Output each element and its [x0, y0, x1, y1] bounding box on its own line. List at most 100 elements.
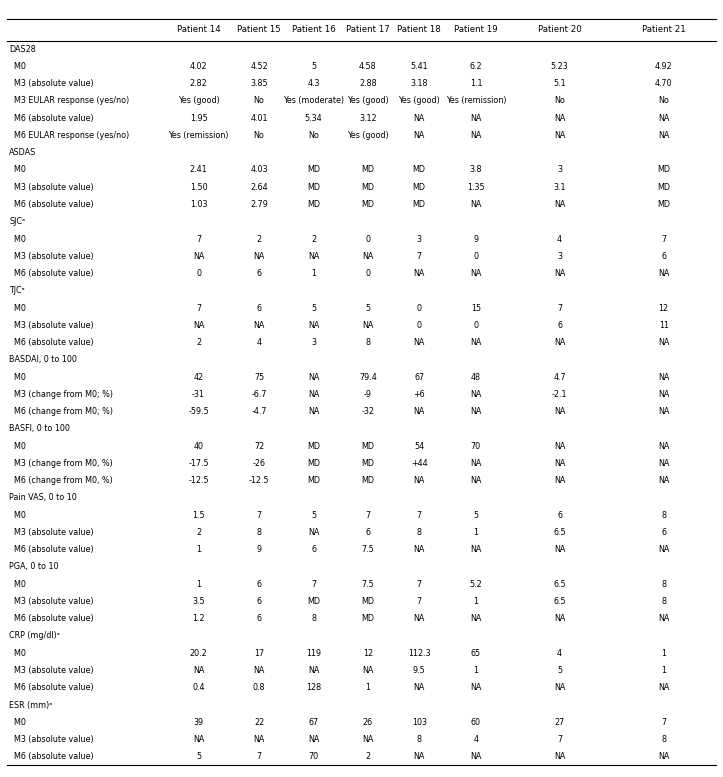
Text: 128: 128 [306, 683, 321, 692]
Text: 5.34: 5.34 [305, 113, 322, 123]
Text: Yes (good): Yes (good) [398, 96, 440, 106]
Text: M6 (absolute value): M6 (absolute value) [9, 113, 94, 123]
Text: MD: MD [413, 200, 426, 209]
Text: NA: NA [414, 131, 425, 140]
Text: M3 (absolute value): M3 (absolute value) [9, 666, 94, 675]
Text: +6: +6 [414, 390, 425, 399]
Text: 4: 4 [257, 338, 262, 347]
Text: 1: 1 [196, 580, 201, 589]
Text: 60: 60 [471, 718, 481, 726]
Text: 54: 54 [414, 441, 424, 451]
Text: 7: 7 [311, 580, 316, 589]
Text: NA: NA [254, 666, 265, 675]
Text: M6 (absolute value): M6 (absolute value) [9, 269, 94, 278]
Text: 3.1: 3.1 [553, 183, 566, 192]
Text: M3 (absolute value): M3 (absolute value) [9, 597, 94, 606]
Text: 9: 9 [257, 545, 262, 554]
Text: -12.5: -12.5 [249, 476, 270, 485]
Text: 7: 7 [196, 235, 201, 243]
Text: MD: MD [362, 459, 375, 468]
Text: MD: MD [657, 183, 670, 192]
Text: M0: M0 [9, 235, 26, 243]
Text: NA: NA [658, 476, 669, 485]
Text: 7: 7 [661, 718, 667, 726]
Text: 8: 8 [662, 597, 666, 606]
Text: -26: -26 [252, 459, 265, 468]
Text: No: No [254, 131, 265, 140]
Text: 6.5: 6.5 [553, 528, 566, 537]
Text: NA: NA [658, 131, 669, 140]
Text: NA: NA [308, 735, 320, 744]
Text: MD: MD [307, 476, 320, 485]
Text: 1.2: 1.2 [192, 614, 205, 623]
Text: 103: 103 [411, 718, 427, 726]
Text: 6.5: 6.5 [553, 597, 566, 606]
Text: NA: NA [658, 545, 669, 554]
Text: 22: 22 [254, 718, 264, 726]
Text: NA: NA [308, 407, 320, 416]
Text: 3: 3 [557, 166, 562, 175]
Text: NA: NA [658, 459, 669, 468]
Text: 26: 26 [363, 718, 373, 726]
Text: 5.41: 5.41 [411, 62, 428, 71]
Text: 1: 1 [662, 649, 666, 658]
Text: 7.5: 7.5 [362, 580, 375, 589]
Text: 5: 5 [311, 304, 316, 312]
Text: NA: NA [193, 666, 204, 675]
Text: 1.03: 1.03 [189, 200, 208, 209]
Text: 2.64: 2.64 [250, 183, 268, 192]
Text: -9: -9 [364, 390, 372, 399]
Text: 6: 6 [257, 614, 262, 623]
Text: NA: NA [658, 113, 669, 123]
Text: -6.7: -6.7 [252, 390, 267, 399]
Text: 4.92: 4.92 [655, 62, 672, 71]
Text: NA: NA [362, 321, 374, 329]
Text: NA: NA [470, 200, 482, 209]
Text: -31: -31 [192, 390, 205, 399]
Text: M3 (change from M0, %): M3 (change from M0, %) [9, 459, 113, 468]
Text: 6: 6 [311, 545, 316, 554]
Text: M0: M0 [9, 62, 26, 71]
Text: M0: M0 [9, 166, 26, 175]
Text: 0: 0 [416, 304, 422, 312]
Text: 4.02: 4.02 [189, 62, 208, 71]
Text: NA: NA [362, 666, 374, 675]
Text: M3 EULAR response (yes/no): M3 EULAR response (yes/no) [9, 96, 129, 106]
Text: M3 (absolute value): M3 (absolute value) [9, 528, 94, 537]
Text: MD: MD [413, 183, 426, 192]
Text: M0: M0 [9, 649, 26, 658]
Text: 6: 6 [662, 528, 666, 537]
Text: NA: NA [470, 407, 482, 416]
Text: 8: 8 [662, 510, 666, 520]
Text: 2: 2 [365, 752, 370, 761]
Text: 15: 15 [471, 304, 481, 312]
Text: MD: MD [362, 476, 375, 485]
Text: MD: MD [307, 597, 320, 606]
Text: 1.50: 1.50 [189, 183, 208, 192]
Text: 0: 0 [365, 235, 370, 243]
Text: 7: 7 [257, 752, 262, 761]
Text: -4.7: -4.7 [252, 407, 267, 416]
Text: NA: NA [554, 200, 565, 209]
Text: 8: 8 [416, 735, 422, 744]
Text: 5.2: 5.2 [469, 580, 482, 589]
Text: NA: NA [554, 459, 565, 468]
Text: M3 (absolute value): M3 (absolute value) [9, 79, 94, 88]
Text: 1: 1 [662, 666, 666, 675]
Text: 1: 1 [474, 666, 479, 675]
Text: 1: 1 [474, 597, 479, 606]
Text: NA: NA [414, 545, 425, 554]
Text: MD: MD [362, 166, 375, 175]
Text: NA: NA [414, 752, 425, 761]
Text: NA: NA [254, 735, 265, 744]
Text: 5: 5 [557, 666, 562, 675]
Text: M3 (absolute value): M3 (absolute value) [9, 252, 94, 261]
Text: NA: NA [308, 666, 320, 675]
Text: 70: 70 [309, 752, 319, 761]
Text: 75: 75 [254, 373, 264, 382]
Text: NA: NA [554, 545, 565, 554]
Text: No: No [308, 131, 319, 140]
Text: NA: NA [254, 321, 265, 329]
Text: 7: 7 [416, 597, 422, 606]
Text: 6: 6 [257, 304, 262, 312]
